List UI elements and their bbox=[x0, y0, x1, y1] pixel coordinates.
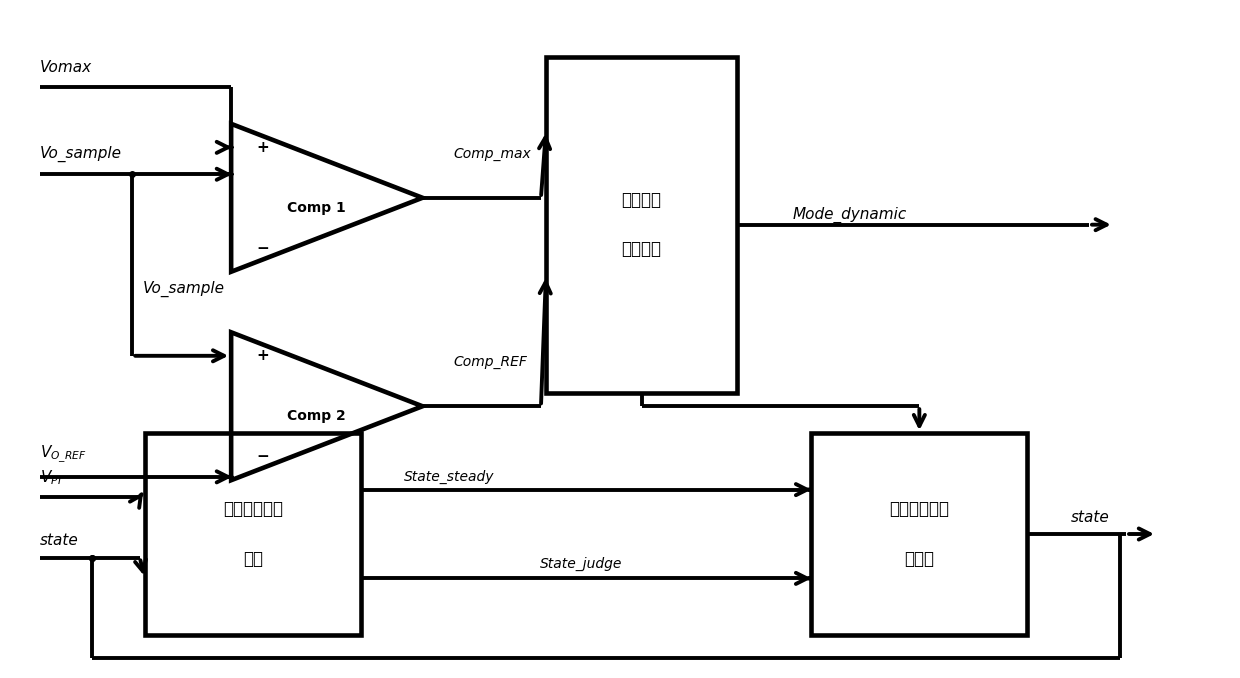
Bar bbox=[145, 433, 361, 635]
Text: +: + bbox=[255, 348, 269, 363]
Text: Vomax: Vomax bbox=[40, 60, 92, 75]
Text: V$_{PI}$: V$_{PI}$ bbox=[40, 468, 62, 487]
Text: 判断模块: 判断模块 bbox=[621, 241, 662, 258]
Text: 多模式状态判: 多模式状态判 bbox=[889, 500, 950, 518]
Text: V$_{O\_REF}$: V$_{O\_REF}$ bbox=[40, 444, 87, 465]
Text: Comp 1: Comp 1 bbox=[288, 201, 346, 215]
Bar bbox=[546, 56, 738, 393]
Text: Vo_sample: Vo_sample bbox=[143, 281, 224, 297]
Text: Comp 2: Comp 2 bbox=[288, 409, 346, 423]
Text: state: state bbox=[1070, 510, 1110, 525]
Text: 模块: 模块 bbox=[243, 550, 263, 567]
Text: State_steady: State_steady bbox=[404, 469, 495, 483]
Bar bbox=[811, 433, 1028, 635]
Text: 动态模式: 动态模式 bbox=[621, 191, 662, 209]
Text: Comp_max: Comp_max bbox=[454, 147, 531, 161]
Text: Vo_sample: Vo_sample bbox=[40, 146, 122, 162]
Text: state: state bbox=[40, 533, 78, 548]
Text: 断模块: 断模块 bbox=[904, 550, 935, 567]
Text: 稳态模式判断: 稳态模式判断 bbox=[223, 500, 283, 518]
Text: −: − bbox=[255, 450, 269, 464]
Text: −: − bbox=[255, 241, 269, 256]
Text: +: + bbox=[255, 140, 269, 155]
Text: State_judge: State_judge bbox=[539, 557, 622, 571]
Text: Mode_dynamic: Mode_dynamic bbox=[792, 207, 908, 222]
Text: Comp_REF: Comp_REF bbox=[454, 355, 527, 370]
